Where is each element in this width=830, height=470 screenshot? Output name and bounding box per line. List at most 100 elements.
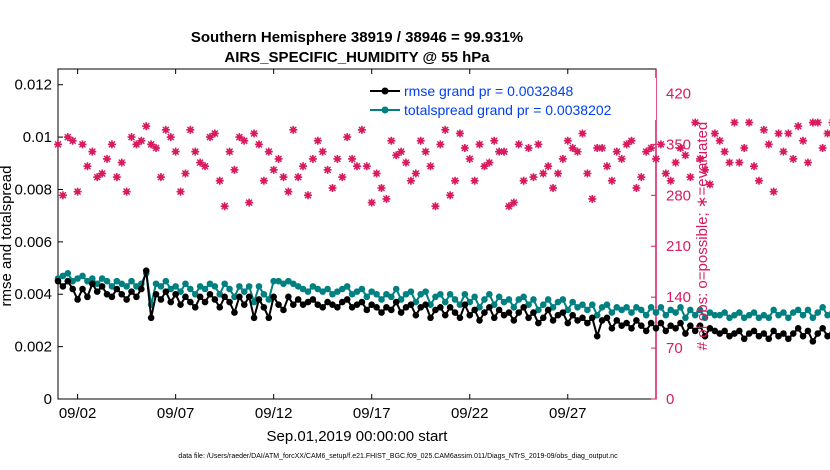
spread-data-point — [250, 298, 258, 306]
spread-data-point — [373, 290, 380, 298]
spread-data-point — [412, 298, 420, 306]
spread-data-point — [745, 311, 753, 319]
obs-evaluated-point — [764, 140, 773, 149]
spread-data-point — [167, 285, 175, 293]
obs-point-stroke-d2 — [123, 188, 131, 196]
obs-evaluated-point — [299, 162, 308, 171]
obs-evaluated-point — [338, 173, 347, 182]
rmse-data-point — [696, 322, 704, 329]
spread-data-point — [549, 304, 557, 311]
obs-point-stroke-d2 — [402, 159, 410, 167]
obs-evaluated-point — [637, 173, 646, 182]
rmse-data-point — [64, 277, 72, 285]
obs-evaluated-point — [235, 133, 244, 142]
obs-evaluated-point — [647, 144, 656, 153]
spread-data-point — [451, 296, 459, 303]
obs-point-stroke-d2 — [750, 162, 758, 170]
obs-evaluated-point — [171, 147, 180, 156]
spread-data-point — [343, 283, 351, 290]
y-right-tick-label: 70 — [666, 340, 683, 357]
y-left-tick-label: 0.006 — [14, 234, 52, 251]
obs-evaluated-point — [720, 147, 729, 156]
obs-evaluated-point — [152, 144, 161, 153]
rmse-data-point — [196, 293, 204, 301]
obs-point-stroke-d2 — [314, 137, 322, 145]
obs-evaluated-point — [573, 147, 582, 156]
obs-evaluated-point — [524, 144, 533, 153]
rmse-data-point — [206, 290, 214, 298]
spread-data-point — [799, 311, 807, 319]
obs-evaluated-point — [519, 176, 528, 185]
spread-data-point — [539, 301, 547, 309]
obs-point-stroke-d2 — [814, 119, 822, 127]
obs-point-stroke-d2 — [250, 129, 258, 137]
spread-data-point — [525, 301, 532, 309]
rmse-data-point — [368, 301, 376, 309]
obs-evaluated-point — [769, 187, 778, 196]
spread-data-point — [285, 277, 292, 285]
obs-evaluated-point — [377, 184, 386, 193]
legend: rmse grand pr = 0.0032848 totalspread gr… — [366, 78, 656, 120]
spread-data-point — [422, 288, 429, 295]
rmse-data-point — [59, 283, 67, 290]
rmse-data-point — [392, 298, 400, 306]
obs-evaluated-point — [652, 154, 660, 163]
obs-point-stroke-d2 — [711, 129, 719, 137]
obs-evaluated-point — [715, 136, 724, 145]
spread-data-point — [726, 314, 733, 322]
obs-point-stroke-d2 — [294, 173, 302, 181]
spread-data-point — [515, 296, 523, 303]
spread-data-point — [740, 314, 748, 322]
rmse-data-point — [417, 304, 425, 311]
chart-title-line2: AIRS_SPECIFIC_HUMIDITY @ 55 hPa — [224, 49, 490, 66]
rmse-data-point — [412, 311, 420, 319]
obs-evaluated-point — [539, 169, 548, 178]
rmse-data-point — [191, 304, 199, 311]
obs-evaluated-point — [58, 191, 67, 200]
obs-evaluated-point — [323, 165, 332, 174]
obs-point-stroke-d2 — [260, 177, 268, 185]
rmse-data-point — [760, 330, 768, 337]
spread-data-point — [79, 272, 86, 280]
obs-point-stroke-d2 — [328, 184, 336, 192]
obs-point-stroke-d2 — [529, 173, 537, 181]
obs-evaluated-point — [730, 118, 739, 127]
rmse-data-point — [809, 338, 817, 345]
spread-data-point — [603, 301, 611, 309]
obs-evaluated-point — [485, 158, 494, 167]
spread-data-point — [339, 285, 346, 293]
spread-data-point — [216, 290, 224, 298]
obs-evaluated-point — [480, 162, 489, 171]
spread-data-point — [108, 283, 116, 290]
obs-point-stroke-d2 — [657, 140, 665, 148]
rmse-data-point — [638, 322, 645, 329]
rmse-data-point — [794, 324, 802, 332]
rmse-data-point — [691, 327, 699, 335]
rmse-data-point — [231, 309, 238, 316]
spread-data-point — [402, 290, 410, 298]
spread-data-point — [152, 280, 160, 288]
obs-evaluated-point — [387, 136, 396, 145]
spread-data-point — [564, 306, 572, 314]
spread-data-point — [304, 288, 312, 295]
obs-evaluated-point — [166, 133, 175, 142]
rmse-data-point — [103, 290, 111, 298]
rmse-data-point — [378, 309, 385, 316]
spread-data-point — [123, 283, 130, 290]
rmse-data-point — [334, 304, 341, 311]
obs-evaluated-point — [392, 151, 401, 160]
rmse-data-point — [118, 290, 126, 298]
rmse-data-point — [147, 314, 155, 322]
obs-evaluated-point — [117, 158, 126, 167]
rmse-data-point — [108, 293, 116, 301]
spread-data-point — [672, 309, 679, 316]
obs-evaluated-point — [514, 140, 523, 149]
rmse-data-point — [623, 319, 630, 327]
obs-evaluated-point — [774, 129, 783, 138]
obs-evaluated-point — [465, 154, 474, 163]
obs-evaluated-point — [656, 140, 665, 149]
legend-box — [366, 78, 656, 120]
obs-point-stroke-d2 — [343, 133, 351, 141]
obs-evaluated-point — [529, 173, 538, 182]
spread-data-point — [775, 311, 782, 319]
